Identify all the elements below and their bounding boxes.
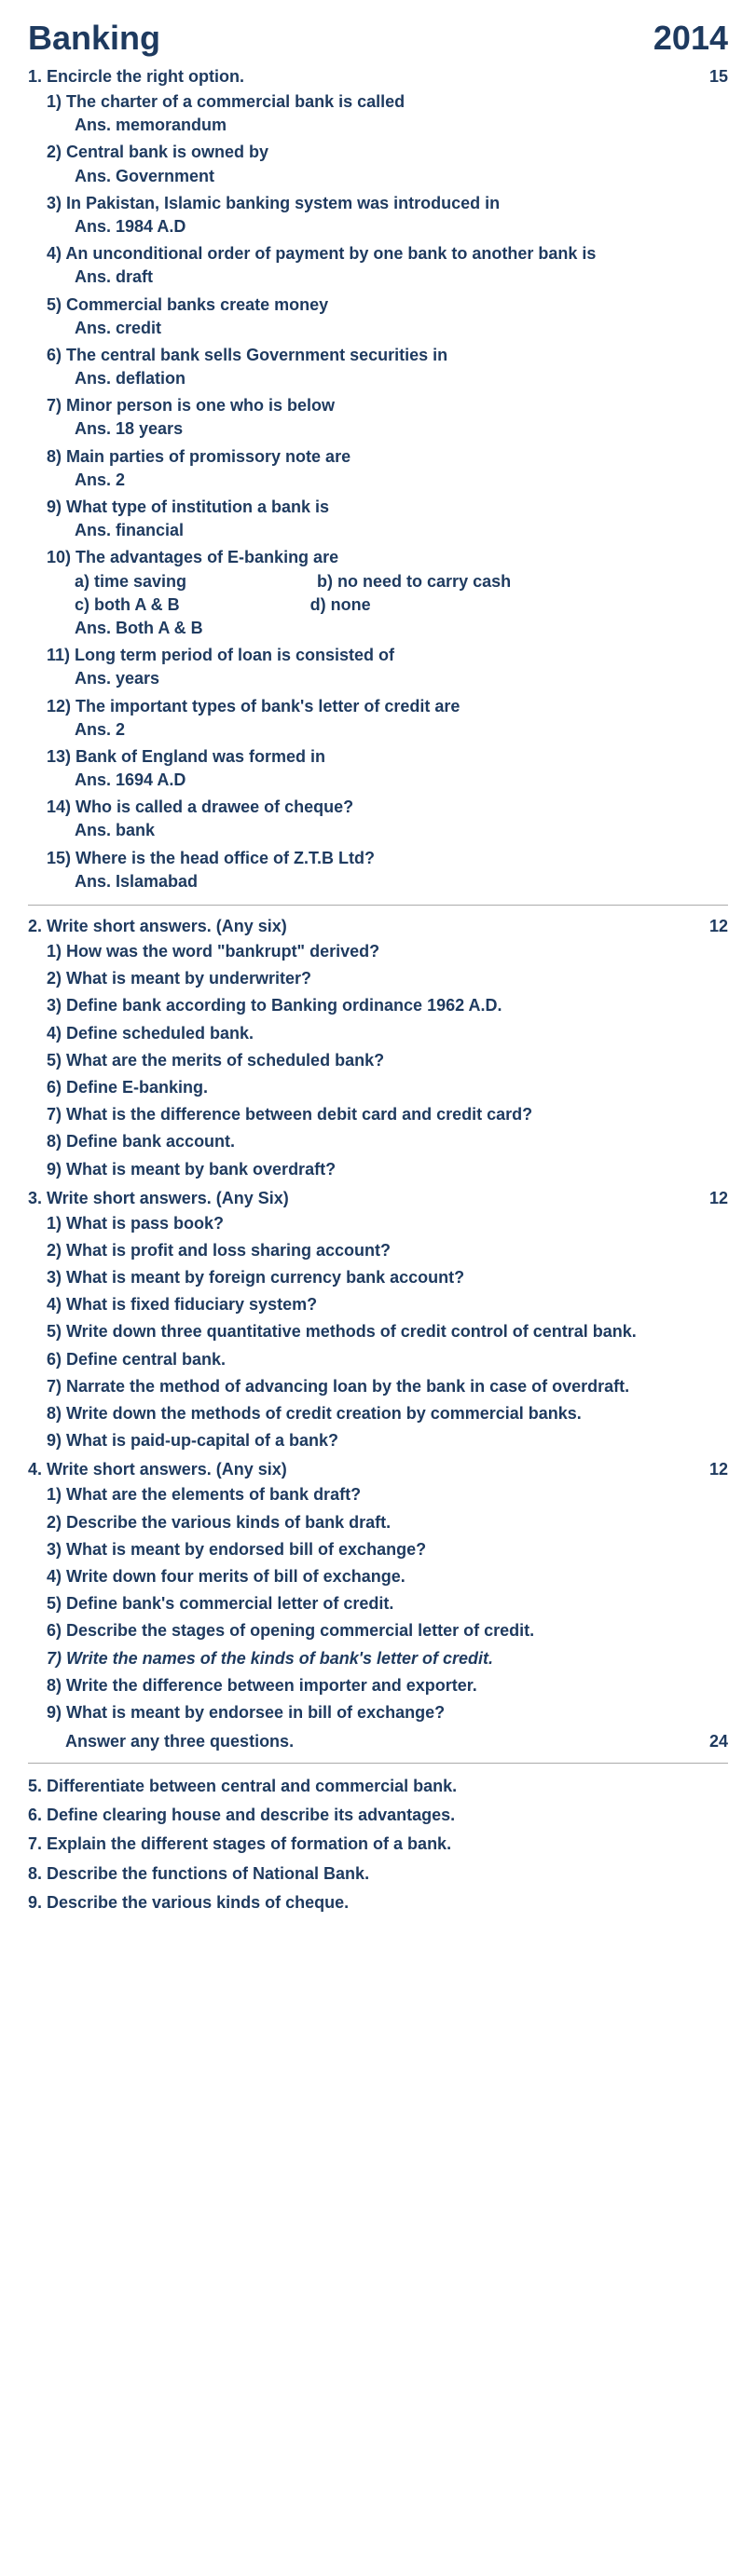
section4-heading: 4. Write short answers. (Any six) 12 — [28, 1460, 728, 1479]
long-text: Answer any three questions. — [65, 1732, 294, 1751]
section2-marks: 12 — [709, 917, 728, 936]
s3-q9: 9) What is paid-up-capital of a bank? — [47, 1429, 728, 1452]
section2-heading: 2. Write short answers. (Any six) 12 — [28, 917, 728, 936]
s4-q2: 2) Describe the various kinds of bank dr… — [47, 1511, 728, 1534]
s2-q4: 4) Define scheduled bank. — [47, 1022, 728, 1045]
section1-heading: 1. Encircle the right option. 15 — [28, 67, 728, 87]
separator2 — [28, 1763, 728, 1764]
s2-q1: 1) How was the word "bankrupt" derived? — [47, 940, 728, 963]
s3-q7: 7) Narrate the method of advancing loan … — [47, 1375, 728, 1398]
s2-q5: 5) What are the merits of scheduled bank… — [47, 1049, 728, 1072]
section4-marks: 12 — [709, 1460, 728, 1479]
q7-ans: Ans. 18 years — [75, 417, 728, 441]
section4-text: 4. Write short answers. (Any six) — [28, 1460, 287, 1479]
q1-ans: Ans. memorandum — [75, 114, 728, 137]
q11: 11) Long term period of loan is consiste… — [47, 644, 728, 667]
s4-q9: 9) What is meant by endorsee in bill of … — [47, 1701, 728, 1724]
q2-ans: Ans. Government — [75, 165, 728, 188]
s2-q2: 2) What is meant by underwriter? — [47, 967, 728, 990]
q10-b: b) no need to carry cash — [317, 570, 511, 593]
s3-q1: 1) What is pass book? — [47, 1212, 728, 1235]
q13: 13) Bank of England was formed in — [47, 745, 728, 769]
s4-q3: 3) What is meant by endorsed bill of exc… — [47, 1538, 728, 1561]
q10-c: c) both A & B — [75, 593, 180, 617]
s4-q6: 6) Describe the stages of opening commer… — [47, 1619, 728, 1642]
q12-ans: Ans. 2 — [75, 718, 728, 742]
section2-text: 2. Write short answers. (Any six) — [28, 917, 287, 936]
q2: 2) Central bank is owned by — [47, 141, 728, 164]
q5-ans: Ans. credit — [75, 317, 728, 340]
q4-ans: Ans. draft — [75, 266, 728, 289]
q9: 9) What type of institution a bank is — [47, 496, 728, 519]
q6: 6) The central bank sells Government sec… — [47, 344, 728, 367]
s4-q5: 5) Define bank's commercial letter of cr… — [47, 1592, 728, 1615]
long-marks: 24 — [709, 1732, 728, 1751]
q11-ans: Ans. years — [75, 667, 728, 690]
s3-q8: 8) Write down the methods of credit crea… — [47, 1402, 728, 1425]
q10-d: d) none — [310, 593, 371, 617]
long-heading: Answer any three questions. 24 — [28, 1732, 728, 1751]
long-q6: 6. Define clearing house and describe it… — [28, 1804, 728, 1827]
year: 2014 — [653, 19, 728, 58]
q9-ans: Ans. financial — [75, 519, 728, 542]
long-q7: 7. Explain the different stages of forma… — [28, 1833, 728, 1856]
q3-ans: Ans. 1984 A.D — [75, 215, 728, 239]
s3-q2: 2) What is profit and loss sharing accou… — [47, 1239, 728, 1262]
s2-q8: 8) Define bank account. — [47, 1130, 728, 1153]
title: Banking — [28, 19, 160, 58]
q4: 4) An unconditional order of payment by … — [47, 242, 728, 266]
section1-marks: 15 — [709, 67, 728, 87]
section3-marks: 12 — [709, 1189, 728, 1208]
s2-q6: 6) Define E-banking. — [47, 1076, 728, 1099]
section3-text: 3. Write short answers. (Any Six) — [28, 1189, 289, 1208]
q6-ans: Ans. deflation — [75, 367, 728, 390]
s2-q9: 9) What is meant by bank overdraft? — [47, 1158, 728, 1181]
q10-a: a) time saving — [75, 570, 186, 593]
q10: 10) The advantages of E-banking are — [47, 546, 728, 569]
s2-q7: 7) What is the difference between debit … — [47, 1103, 728, 1126]
separator — [28, 905, 728, 906]
s4-q4: 4) Write down four merits of bill of exc… — [47, 1565, 728, 1588]
s3-q3: 3) What is meant by foreign currency ban… — [47, 1266, 728, 1289]
q10-opts: a) time saving b) no need to carry cash c… — [75, 570, 728, 617]
q14: 14) Who is called a drawee of cheque? — [47, 796, 728, 819]
q7: 7) Minor person is one who is below — [47, 394, 728, 417]
long-q8: 8. Describe the functions of National Ba… — [28, 1862, 728, 1886]
q3: 3) In Pakistan, Islamic banking system w… — [47, 192, 728, 215]
header: Banking 2014 — [28, 19, 728, 58]
q14-ans: Ans. bank — [75, 819, 728, 842]
section1-text: 1. Encircle the right option. — [28, 67, 244, 87]
s2-q3: 3) Define bank according to Banking ordi… — [47, 994, 728, 1017]
s3-q4: 4) What is fixed fiduciary system? — [47, 1293, 728, 1316]
s3-q6: 6) Define central bank. — [47, 1348, 728, 1371]
q13-ans: Ans. 1694 A.D — [75, 769, 728, 792]
s4-q7: 7) Write the names of the kinds of bank'… — [47, 1647, 728, 1670]
q5: 5) Commercial banks create money — [47, 293, 728, 317]
s4-q1: 1) What are the elements of bank draft? — [47, 1483, 728, 1506]
q10-ans: Ans. Both A & B — [75, 617, 728, 640]
s4-q8: 8) Write the difference between importer… — [47, 1674, 728, 1697]
q8-ans: Ans. 2 — [75, 469, 728, 492]
q15: 15) Where is the head office of Z.T.B Lt… — [47, 847, 728, 870]
long-q5: 5. Differentiate between central and com… — [28, 1775, 728, 1798]
q8: 8) Main parties of promissory note are — [47, 445, 728, 469]
long-q9: 9. Describe the various kinds of cheque. — [28, 1891, 728, 1915]
section3-heading: 3. Write short answers. (Any Six) 12 — [28, 1189, 728, 1208]
s3-q5: 5) Write down three quantitative methods… — [47, 1320, 728, 1343]
q12: 12) The important types of bank's letter… — [47, 695, 728, 718]
q1: 1) The charter of a commercial bank is c… — [47, 90, 728, 114]
q15-ans: Ans. Islamabad — [75, 870, 728, 893]
